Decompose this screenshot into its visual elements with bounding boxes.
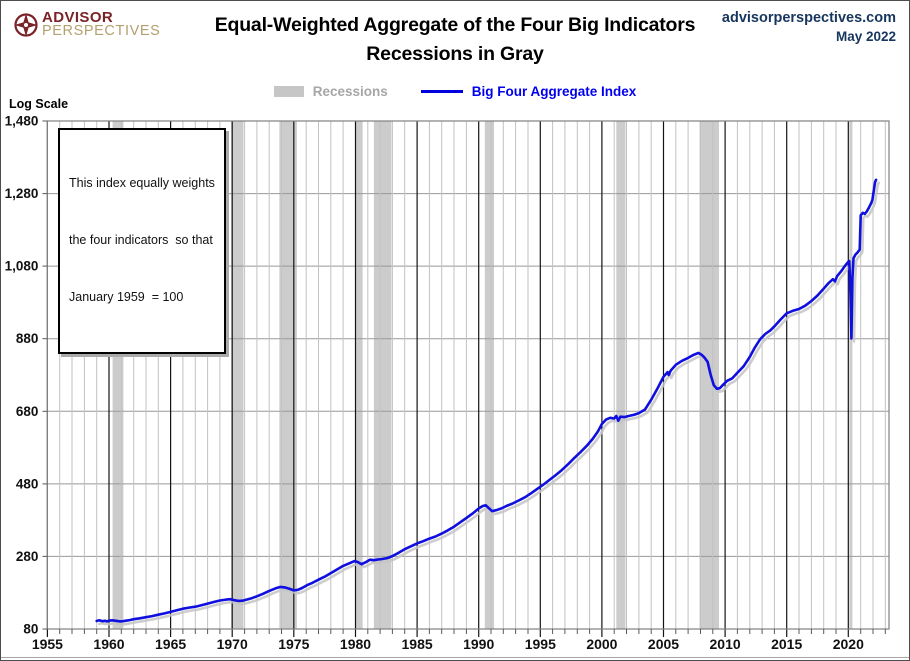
annotation-line: January 1959 = 100 (69, 290, 184, 304)
svg-text:2015: 2015 (771, 636, 802, 652)
logo-advisor: ADVISOR (42, 9, 114, 26)
annotation-box: This index equally weights the four indi… (58, 128, 226, 354)
svg-text:1,080: 1,080 (5, 259, 39, 274)
svg-text:1960: 1960 (93, 636, 124, 652)
chart-date: May 2022 (835, 29, 896, 44)
svg-text:2005: 2005 (648, 636, 679, 652)
svg-text:1,280: 1,280 (5, 186, 39, 201)
logo-text: ADVISOR PERSPECTIVES (42, 10, 160, 38)
log-scale-note: Log Scale (9, 97, 69, 111)
recession-swatch (273, 86, 304, 97)
svg-text:1,480: 1,480 (5, 114, 39, 129)
svg-text:80: 80 (23, 622, 38, 637)
logo-perspectives: PERSPECTIVES (42, 23, 161, 39)
series-line-sample (420, 90, 463, 93)
svg-text:680: 680 (16, 404, 39, 419)
svg-text:1990: 1990 (463, 636, 494, 652)
svg-text:280: 280 (16, 549, 39, 564)
annotation-line: This index equally weights (69, 176, 215, 190)
legend-recessions-label: Recessions (312, 84, 388, 99)
svg-text:480: 480 (16, 476, 39, 491)
svg-text:1980: 1980 (340, 636, 371, 652)
svg-text:1995: 1995 (525, 636, 556, 652)
chart-title: Equal-Weighted Aggregate of the Four Big… (214, 14, 696, 36)
svg-text:1985: 1985 (402, 636, 433, 652)
compass-icon (14, 13, 38, 37)
site-block: advisorperspectives.com May 2022 (722, 9, 896, 46)
svg-text:1970: 1970 (217, 636, 248, 652)
svg-text:2000: 2000 (586, 636, 617, 652)
legend-series-label: Big Four Aggregate Index (471, 84, 637, 99)
chart-legend: Recessions Big Four Aggregate Index (1, 84, 909, 99)
svg-text:880: 880 (16, 331, 39, 346)
advisor-perspectives-logo: ADVISOR PERSPECTIVES (13, 10, 160, 38)
annotation-line: the four indicators so that (69, 233, 213, 247)
svg-text:1975: 1975 (278, 636, 309, 652)
svg-text:1965: 1965 (155, 636, 186, 652)
svg-text:2020: 2020 (833, 636, 864, 652)
svg-text:1955: 1955 (32, 636, 63, 652)
chart-subtitle: Recessions in Gray (366, 43, 544, 65)
title-block: Equal-Weighted Aggregate of the Four Big… (121, 11, 789, 69)
site-url: advisorperspectives.com (721, 10, 896, 26)
svg-text:2010: 2010 (710, 636, 741, 652)
